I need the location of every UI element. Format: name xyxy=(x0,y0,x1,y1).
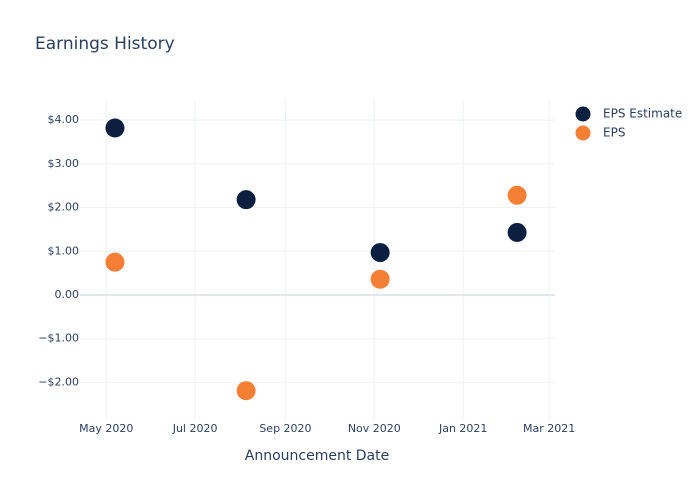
data-point xyxy=(507,222,527,242)
x-tick-label: Nov 2020 xyxy=(348,422,401,435)
legend-label: EPS xyxy=(603,126,625,140)
y-tick-label: −$2.00 xyxy=(38,375,79,388)
legend-marker xyxy=(575,125,591,141)
x-axis-label: Announcement Date xyxy=(245,448,389,464)
chart-title: Earnings History xyxy=(35,34,175,54)
x-tick-label: Sep 2020 xyxy=(259,422,311,435)
x-tick-label: Jul 2020 xyxy=(172,422,218,435)
data-point xyxy=(507,185,527,205)
y-tick-label: $4.00 xyxy=(48,113,80,126)
data-point xyxy=(370,243,390,263)
data-point xyxy=(236,381,256,401)
x-tick-label: Mar 2021 xyxy=(523,422,575,435)
x-tick-label: Jan 2021 xyxy=(438,422,487,435)
data-point xyxy=(236,190,256,210)
y-tick-label: $1.00 xyxy=(48,244,80,257)
legend-label: EPS Estimate xyxy=(603,107,682,121)
y-tick-label: −$1.00 xyxy=(38,332,79,345)
y-tick-label: $2.00 xyxy=(48,201,80,214)
legend-marker xyxy=(575,106,591,122)
y-tick-label: $3.00 xyxy=(48,157,80,170)
data-point xyxy=(370,269,390,289)
y-tick-label: 0.00 xyxy=(55,288,80,301)
x-tick-label: May 2020 xyxy=(79,422,133,435)
data-point xyxy=(105,118,125,138)
data-point xyxy=(105,252,125,272)
